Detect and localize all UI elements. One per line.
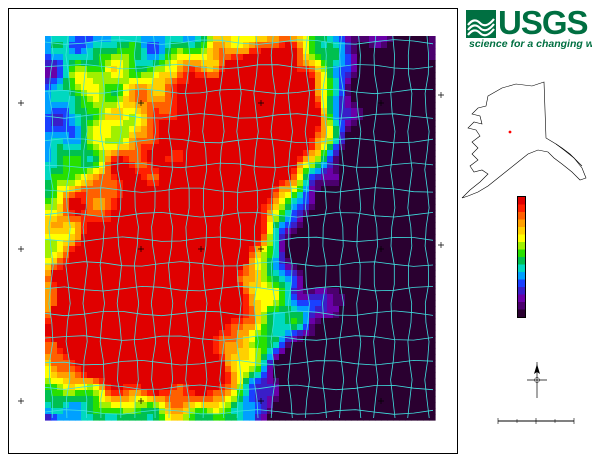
usgs-logo-icon — [466, 10, 496, 38]
legend-swatch — [518, 272, 525, 280]
map-frame — [8, 8, 458, 454]
agency-wordmark: USGS — [498, 4, 589, 41]
graticule-crosses — [18, 92, 444, 404]
alaska-panhandle — [555, 143, 583, 167]
anomaly-map[interactable] — [9, 9, 457, 453]
legend-swatch — [518, 204, 525, 213]
legend-swatch — [518, 302, 525, 310]
survey-location-marker — [508, 130, 512, 134]
legend-swatch — [518, 212, 525, 220]
legend-swatch — [518, 234, 525, 243]
legend-swatch — [518, 242, 525, 250]
legend-swatch — [518, 197, 525, 205]
color-legend — [517, 196, 526, 318]
legend-swatch — [518, 257, 525, 265]
legend-swatch — [518, 279, 525, 288]
legend-swatch — [518, 219, 525, 228]
legend-swatch — [518, 227, 525, 235]
alaska-inset-map — [461, 81, 587, 199]
flight-lines — [44, 35, 434, 419]
legend-swatch — [518, 287, 525, 295]
legend-swatch — [518, 249, 525, 258]
legend-swatch — [518, 309, 525, 317]
alaska-outline — [461, 81, 587, 199]
legend-swatch — [518, 264, 525, 273]
scale-bar — [497, 418, 575, 424]
agency-tagline: science for a changing world — [469, 38, 592, 50]
north-arrow-icon — [527, 362, 547, 398]
legend-swatch — [518, 294, 525, 303]
